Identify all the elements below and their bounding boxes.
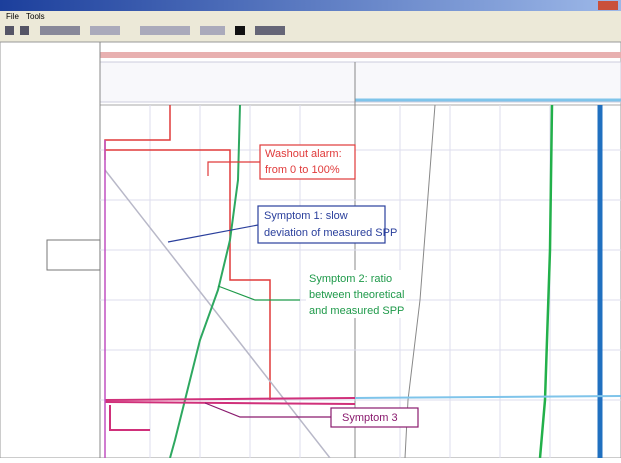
annotation-text: Symptom 2: ratio <box>309 273 392 285</box>
annotation: Symptom 3 <box>204 402 419 428</box>
time-cursor <box>46 239 101 271</box>
annotation-text: Symptom 1: slow <box>264 210 348 222</box>
track-header <box>354 61 621 103</box>
panel-header <box>100 52 621 58</box>
annotation-text: Washout alarm: <box>265 148 342 160</box>
annotation: Symptom 1: slow deviation of measured SP… <box>167 205 397 244</box>
track-header <box>99 61 356 103</box>
track2-event <box>354 395 621 399</box>
annotation-text: from 0 to 100% <box>265 164 340 176</box>
symptom3-curve <box>104 397 356 431</box>
toolbar <box>5 26 285 35</box>
tool-button[interactable] <box>200 26 225 35</box>
annotation-text: Symptom 3 <box>342 412 398 424</box>
tool-button[interactable] <box>90 26 120 35</box>
track2-curve <box>404 104 436 459</box>
tool-button[interactable] <box>20 26 29 35</box>
tool-button[interactable] <box>40 26 80 35</box>
tool-button[interactable] <box>255 26 285 35</box>
spp-curve <box>104 169 331 459</box>
tool-button[interactable] <box>140 26 190 35</box>
annotation: Symptom 2: ratio between theoretical and… <box>217 270 406 318</box>
tool-button[interactable] <box>235 26 245 35</box>
annotation: Washout alarm: from 0 to 100% <box>207 144 356 180</box>
track2-green <box>538 104 554 459</box>
annotation-text: deviation of measured SPP <box>264 227 397 239</box>
annotation-text: and measured SPP <box>309 305 404 317</box>
curves <box>104 104 621 459</box>
title-bar <box>0 0 621 11</box>
annotation-text: between theoretical <box>309 289 404 301</box>
close-button[interactable] <box>598 1 618 10</box>
menu-item[interactable]: File <box>6 12 19 21</box>
tool-button[interactable] <box>5 26 14 35</box>
ratio-curve <box>169 104 241 459</box>
menu-item[interactable]: Tools <box>26 12 45 21</box>
